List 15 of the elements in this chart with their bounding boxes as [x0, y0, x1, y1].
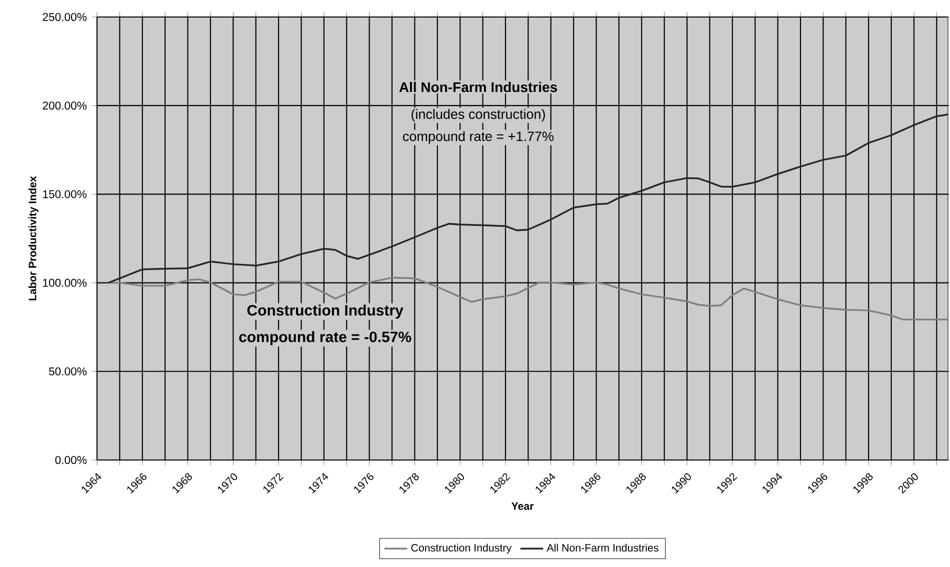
- annotation: All Non-Farm Industries: [399, 82, 558, 92]
- annotation: compound rate = -0.57%: [239, 331, 412, 346]
- y-tick-label: 100.00%: [43, 278, 87, 287]
- y-axis-title: Labor Productivity Index: [28, 176, 38, 300]
- y-tick-label: 250.00%: [42, 12, 87, 21]
- y-tick-label: 50.00%: [48, 367, 87, 376]
- y-tick-label: 150.00%: [43, 190, 87, 198]
- y-tick-label: 0.00%: [55, 456, 87, 464]
- x-axis-title: Year: [511, 502, 534, 510]
- legend-label: Construction Industry: [411, 544, 512, 554]
- annotation: Construction Industry: [247, 304, 404, 319]
- legend-label: All Non-Farm Industries: [546, 544, 658, 552]
- annotation: compound rate = +1.77%: [403, 131, 554, 144]
- annotation: (includes construction): [412, 109, 545, 122]
- y-tick-label: 200.00%: [42, 102, 87, 110]
